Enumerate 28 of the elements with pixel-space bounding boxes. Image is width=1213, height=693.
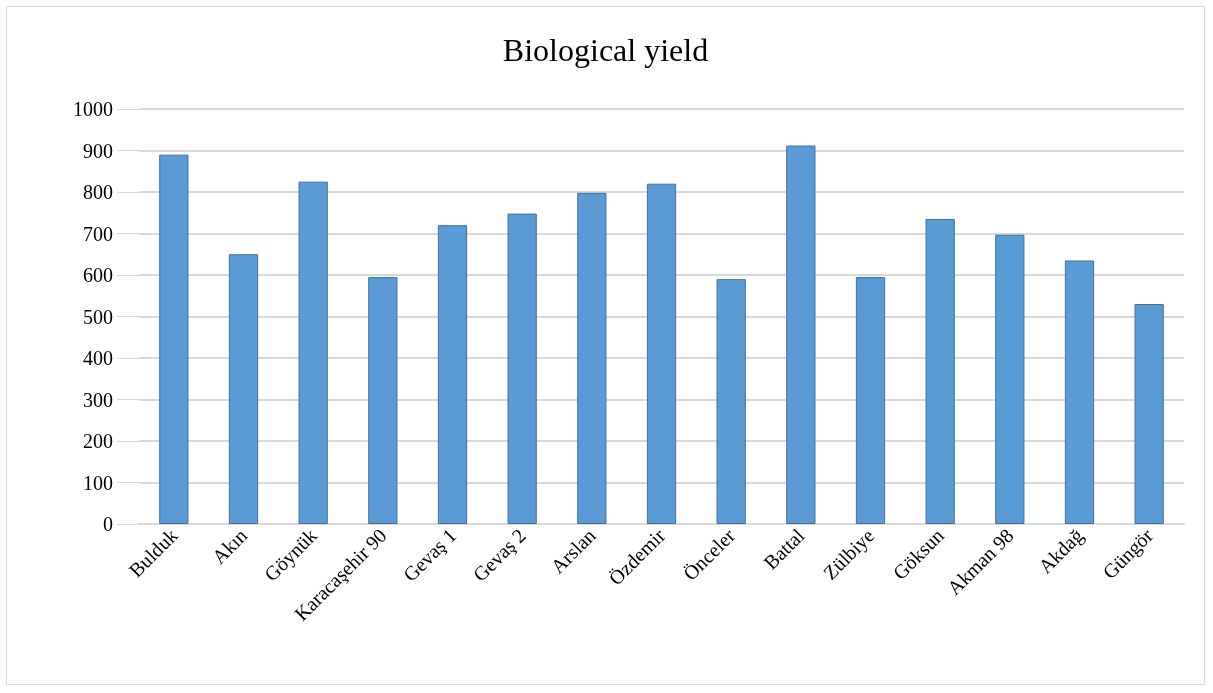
x-tick-label: Akın [207, 524, 252, 569]
bar [507, 213, 537, 524]
bar [298, 181, 328, 524]
y-tick-label: 100 [83, 471, 113, 494]
bar [925, 218, 955, 524]
bar [716, 279, 746, 524]
y-tick-label: 800 [83, 181, 113, 203]
bar [1134, 304, 1164, 524]
y-tick-label: 1000 [73, 98, 113, 120]
y-tick-label: 500 [83, 305, 113, 328]
bar [855, 277, 886, 524]
y-tick-label: 0 [103, 513, 113, 535]
bar [1064, 260, 1095, 524]
bar [228, 254, 259, 524]
bar [159, 154, 189, 524]
y-tick-label: 900 [83, 139, 113, 162]
bar [646, 183, 677, 524]
bar [995, 234, 1025, 524]
chart-title: Biological yield [502, 32, 709, 68]
y-tick-label: 700 [83, 222, 113, 245]
y-tick-label: 200 [83, 430, 113, 452]
bar [368, 277, 398, 524]
y-tick-label: 300 [83, 388, 113, 411]
y-tick-label: 400 [83, 347, 113, 369]
bar [786, 145, 816, 524]
y-tick-label: 600 [83, 264, 113, 286]
bar [437, 225, 468, 524]
bar [577, 192, 607, 524]
